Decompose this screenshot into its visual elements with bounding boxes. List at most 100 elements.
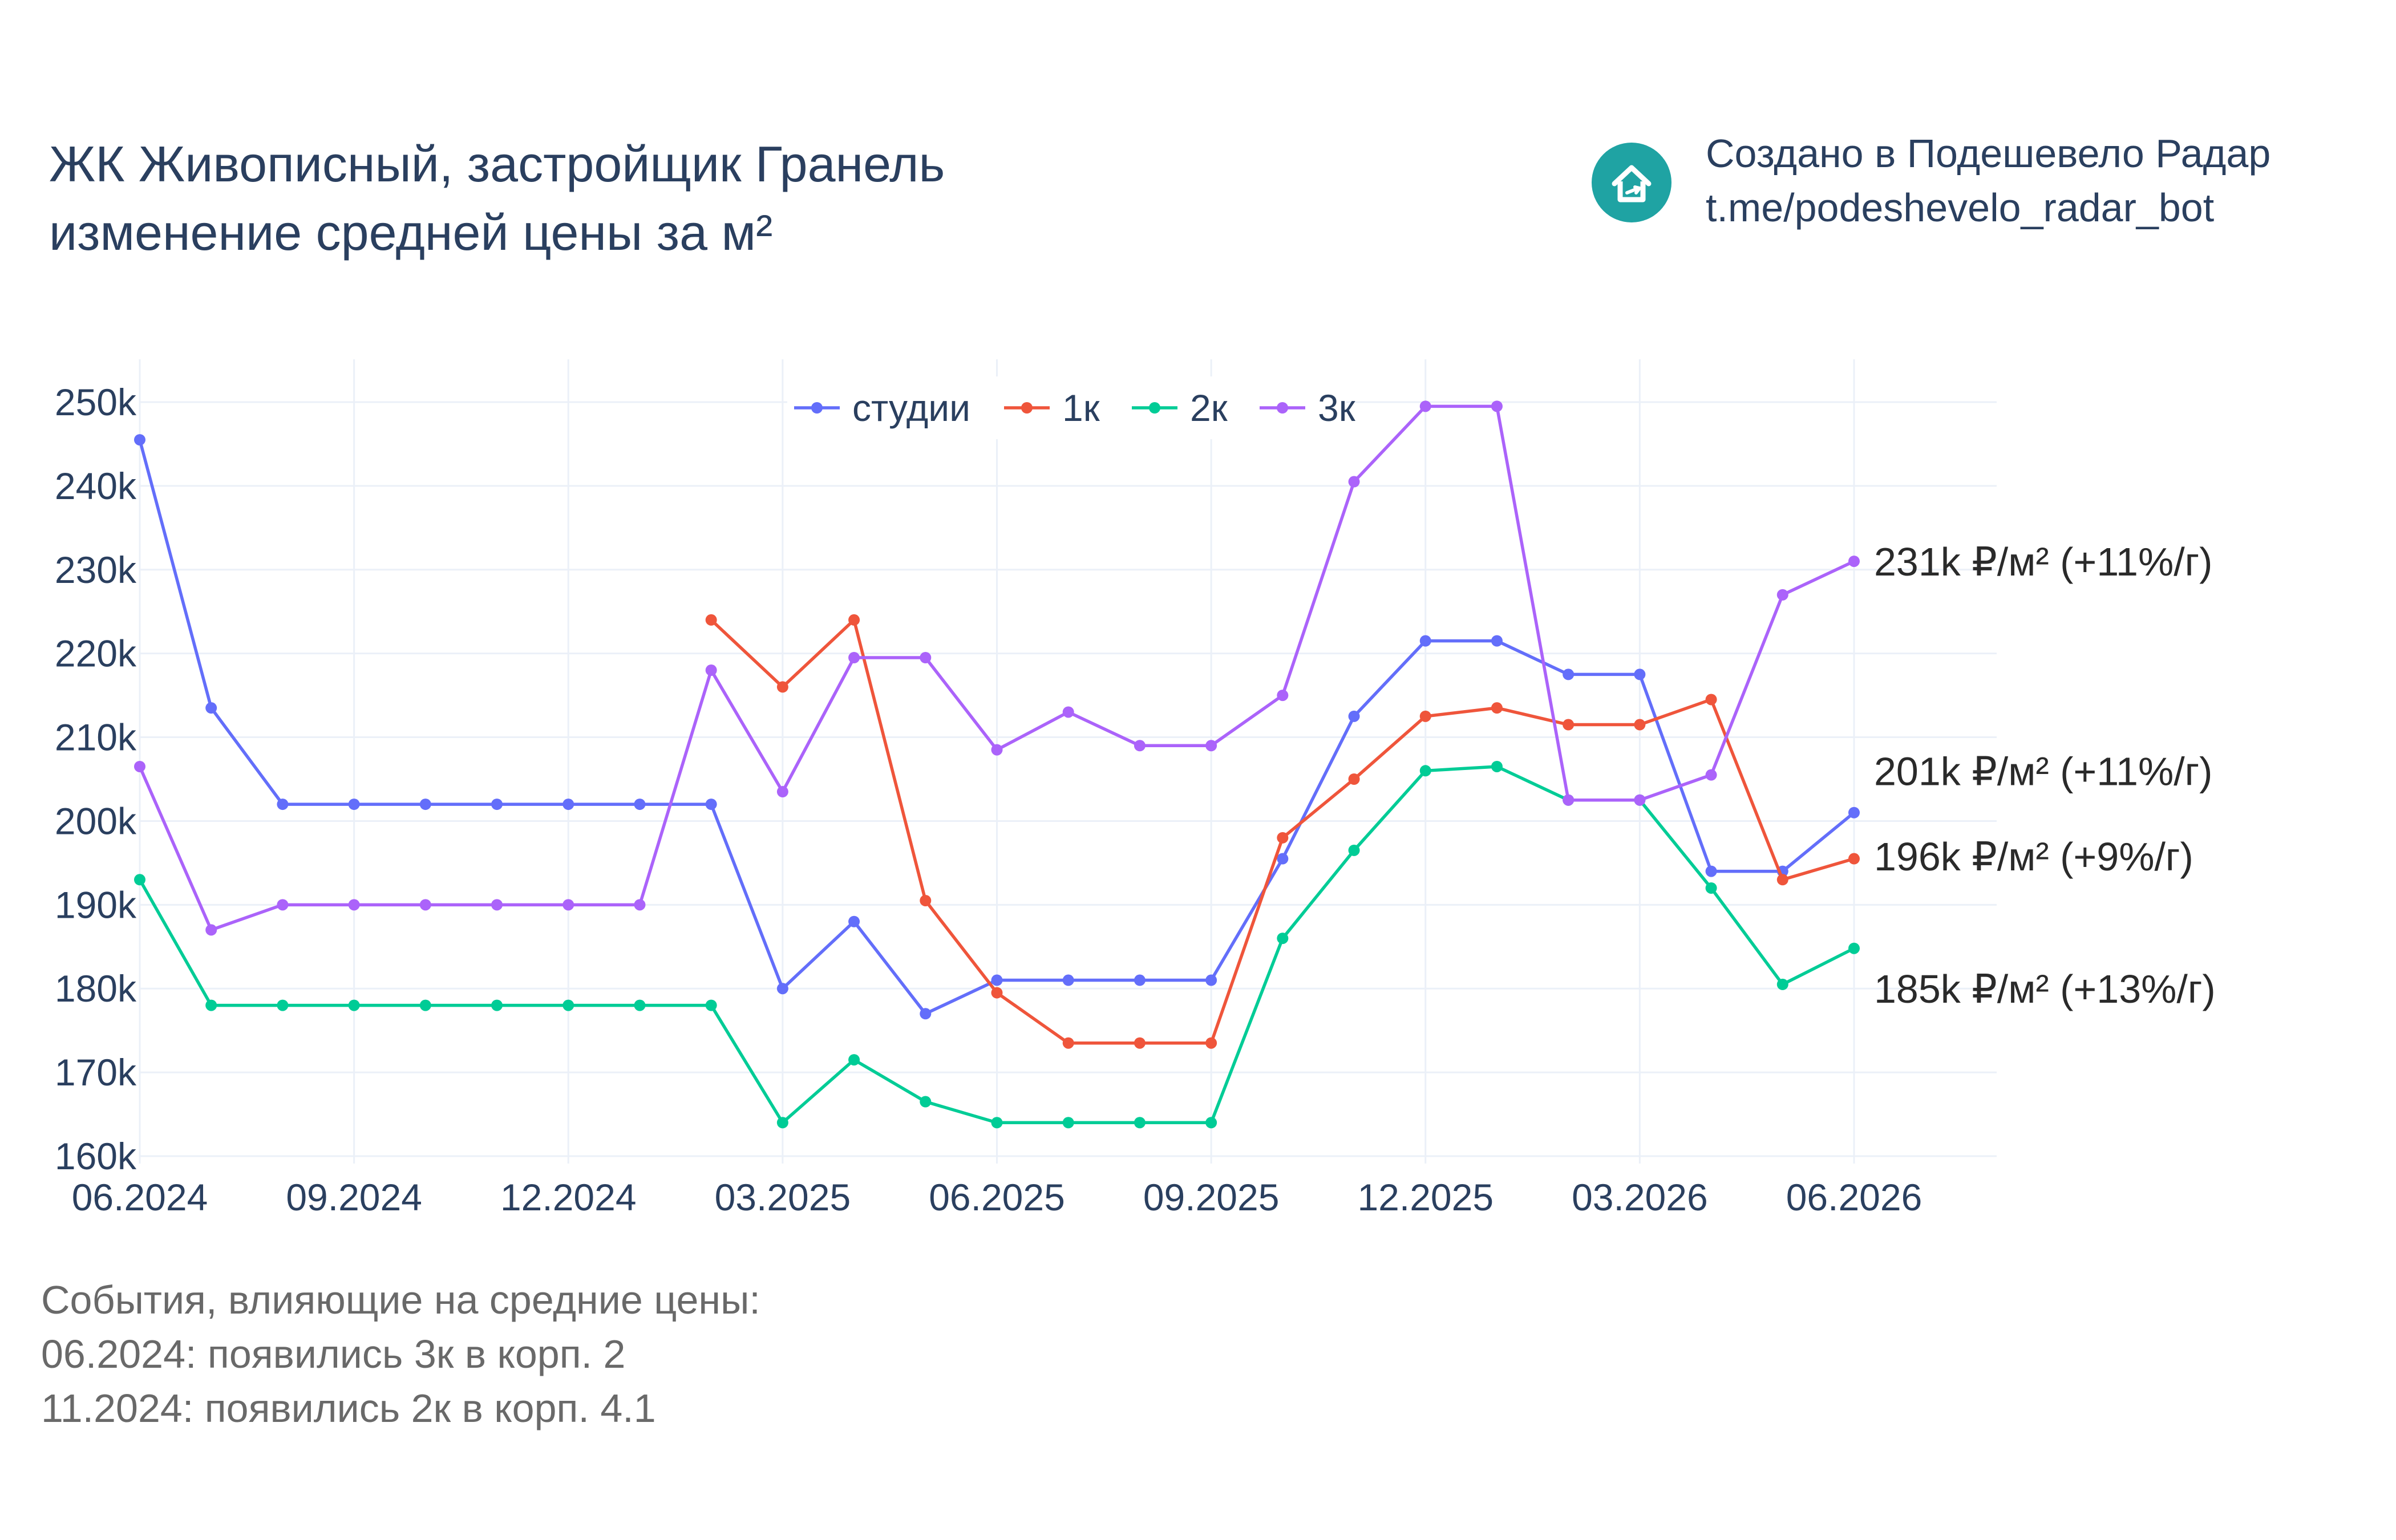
data-point	[848, 915, 860, 927]
data-point	[277, 899, 289, 911]
events-heading: События, влияющие на средние цены:	[41, 1278, 760, 1322]
data-point	[134, 874, 145, 886]
data-point	[1634, 794, 1646, 806]
end-label-3к: 231k ₽/м² (+11%/г)	[1874, 540, 2213, 584]
legend-label: 2к	[1190, 387, 1228, 429]
legend-label: 3к	[1318, 387, 1356, 429]
x-tick-label: 06.2026	[1786, 1176, 1923, 1218]
legend-swatch-marker	[1277, 402, 1288, 414]
data-point	[1419, 765, 1431, 777]
x-tick-label: 09.2025	[1143, 1176, 1280, 1218]
data-point	[205, 999, 217, 1011]
x-tick-label: 12.2025	[1357, 1176, 1494, 1218]
data-point	[1848, 853, 1860, 865]
series-3к	[134, 400, 1860, 936]
data-point	[1277, 933, 1289, 945]
data-point	[705, 664, 717, 676]
chart-title-line2: изменение средней цены за м²	[49, 204, 773, 261]
y-tick-label: 180k	[55, 967, 137, 1010]
data-point	[1134, 974, 1146, 986]
data-point	[991, 974, 1003, 986]
data-point	[205, 702, 217, 714]
series-layer	[134, 400, 1860, 1129]
data-point	[1205, 1037, 1217, 1049]
data-point	[1134, 1037, 1146, 1049]
legend-item: 1к	[1004, 387, 1100, 429]
credit-line1: Создано в Подешевело Радар	[1706, 131, 2271, 176]
data-point	[1491, 702, 1503, 714]
end-labels: 231k ₽/м² (+11%/г) 201k ₽/м² (+11%/г) 196k…	[1874, 540, 2216, 1011]
data-point	[1491, 760, 1503, 772]
data-point	[1776, 978, 1788, 990]
y-tick-label: 160k	[55, 1135, 137, 1177]
data-point	[1491, 635, 1503, 647]
x-tick-label: 12.2024	[500, 1176, 637, 1218]
data-point	[1848, 807, 1860, 818]
data-point	[491, 799, 503, 810]
data-point	[920, 1008, 932, 1020]
y-tick-label: 240k	[55, 465, 137, 507]
end-label-2к: 185k ₽/м² (+13%/г)	[1874, 967, 2216, 1011]
data-point	[1563, 668, 1575, 680]
data-point	[348, 799, 360, 810]
end-label-1к: 196k ₽/м² (+9%/г)	[1874, 834, 2193, 879]
y-tick-label: 220k	[55, 633, 137, 675]
data-point	[562, 799, 574, 810]
data-point	[1563, 794, 1575, 806]
x-tick-label: 03.2025	[715, 1176, 851, 1218]
credit-link[interactable]: t.me/podeshevelo_radar_bot	[1706, 185, 2215, 230]
data-point	[134, 434, 145, 446]
data-point	[419, 799, 431, 810]
data-point	[205, 924, 217, 936]
y-tick-label: 230k	[55, 549, 137, 591]
data-point	[277, 999, 289, 1011]
data-point	[1062, 974, 1074, 986]
series-1к	[705, 614, 1860, 1049]
data-point	[1277, 690, 1289, 702]
credit-block: Создано в Подешевело Радар t.me/podeshev…	[1706, 127, 2270, 235]
data-point	[776, 786, 788, 798]
house-logo-icon	[1592, 143, 1671, 222]
data-point	[705, 999, 717, 1011]
data-point	[705, 614, 717, 626]
data-point	[1277, 853, 1289, 865]
data-point	[1134, 1117, 1146, 1129]
legend-swatch-marker	[811, 402, 823, 414]
data-point	[1491, 400, 1503, 412]
data-point	[776, 983, 788, 995]
data-point	[634, 799, 646, 810]
data-point	[776, 1117, 788, 1129]
data-point	[348, 999, 360, 1011]
y-tick-label: 200k	[55, 800, 137, 842]
data-point	[1205, 740, 1217, 752]
data-point	[920, 652, 932, 664]
legend-background	[787, 376, 1346, 439]
series-студии	[134, 434, 1860, 1020]
y-tick-label: 250k	[55, 381, 137, 423]
data-point	[1277, 832, 1289, 844]
event-item: 06.2024: появились 3к в корп. 2	[41, 1332, 626, 1376]
data-point	[991, 744, 1003, 756]
data-point	[1848, 942, 1860, 954]
data-point	[848, 614, 860, 626]
events-note: События, влияющие на средние цены: 06.20…	[41, 1273, 760, 1436]
data-point	[1419, 635, 1431, 647]
data-point	[1205, 1117, 1217, 1129]
data-point	[1634, 668, 1646, 680]
data-point	[1705, 769, 1717, 781]
data-point	[1563, 719, 1575, 731]
series-line	[710, 618, 1855, 1045]
data-point	[1419, 400, 1431, 412]
data-point	[1134, 740, 1146, 752]
data-point	[1705, 882, 1717, 894]
axis-labels: 160k 170k 180k 190k 200k 210k 220k 230k 240k 250k…	[55, 381, 1922, 1218]
x-tick-label: 03.2026	[1572, 1176, 1708, 1218]
data-point	[1634, 719, 1646, 731]
chart-title: ЖК Живописный, застройщик Гранель измене…	[49, 130, 945, 267]
grid-lines	[139, 359, 1997, 1164]
data-point	[1062, 706, 1074, 718]
data-point	[1348, 844, 1360, 856]
end-label-студии: 201k ₽/м² (+11%/г)	[1874, 749, 2213, 793]
x-tick-label: 06.2025	[929, 1176, 1065, 1218]
data-point	[1205, 974, 1217, 986]
